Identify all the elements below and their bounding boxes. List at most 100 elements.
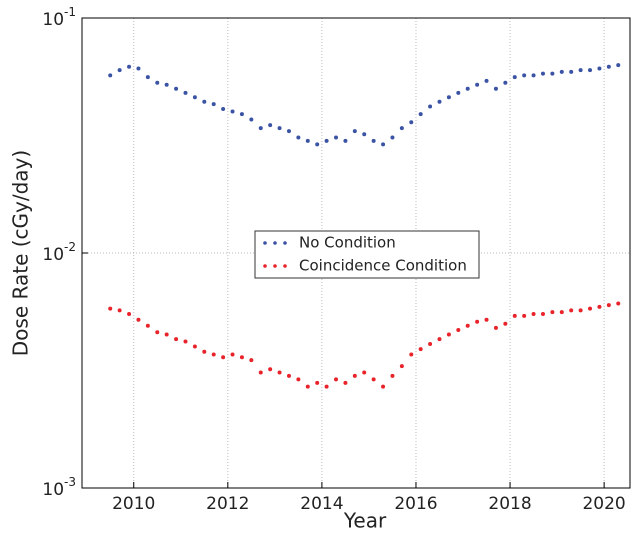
point: [540, 71, 545, 76]
point: [559, 310, 564, 315]
point: [597, 66, 602, 71]
point: [127, 312, 132, 317]
point: [183, 90, 188, 95]
point: [381, 142, 386, 147]
legend-marker: [263, 264, 267, 268]
legend-marker: [273, 241, 277, 245]
point: [522, 313, 527, 318]
point: [230, 109, 235, 114]
point: [512, 313, 517, 318]
point: [277, 126, 282, 131]
point: [315, 380, 320, 385]
point: [493, 325, 498, 330]
point: [334, 135, 339, 140]
x-tick-label: 2018: [488, 494, 531, 514]
point: [164, 332, 169, 337]
point: [446, 95, 451, 100]
point: [484, 317, 489, 322]
point: [136, 66, 141, 71]
point: [606, 64, 611, 69]
point: [117, 68, 122, 73]
y-tick-label: 10-3: [42, 475, 76, 501]
point: [230, 352, 235, 357]
legend-box: [254, 230, 480, 279]
point: [362, 132, 367, 137]
point: [399, 364, 404, 369]
point: [597, 304, 602, 309]
point: [399, 126, 404, 131]
legend-label: No Condition: [299, 234, 396, 252]
point: [503, 321, 508, 326]
point: [286, 129, 291, 134]
point: [540, 312, 545, 317]
y-tick-label: 10-2: [42, 240, 76, 266]
point: [296, 135, 301, 140]
point: [437, 337, 442, 342]
point: [202, 99, 207, 104]
point: [108, 73, 113, 78]
point: [484, 78, 489, 83]
legend-label: Coincidence Condition: [299, 257, 467, 275]
point: [249, 117, 254, 122]
point: [315, 142, 320, 147]
point: [305, 138, 310, 143]
point: [437, 99, 442, 104]
point: [145, 323, 150, 328]
point: [286, 373, 291, 378]
x-axis-label: Year: [343, 509, 387, 533]
point: [409, 352, 414, 357]
point: [127, 64, 132, 69]
point: [352, 129, 357, 134]
point: [531, 73, 536, 78]
point: [192, 344, 197, 349]
point: [202, 349, 207, 354]
point: [616, 301, 621, 306]
point: [616, 63, 621, 68]
legend-marker: [263, 241, 267, 245]
legend-marker: [283, 241, 287, 245]
point: [324, 138, 329, 143]
x-tick-label: 2014: [300, 494, 343, 514]
point: [174, 86, 179, 91]
y-axis-label: Dose Rate (cGy/day): [9, 150, 33, 356]
point: [512, 75, 517, 80]
point: [588, 68, 593, 73]
point: [343, 138, 348, 143]
plot-frame: [81, 17, 631, 489]
x-tick-label: 2020: [582, 494, 625, 514]
point: [352, 373, 357, 378]
x-tick-label: 2010: [112, 494, 155, 514]
point: [428, 341, 433, 346]
point: [258, 370, 263, 375]
point: [136, 317, 141, 322]
point: [324, 384, 329, 389]
point: [493, 86, 498, 91]
point: [381, 384, 386, 389]
point: [334, 377, 339, 382]
point: [371, 377, 376, 382]
point: [211, 102, 216, 107]
point: [174, 337, 179, 342]
point: [465, 86, 470, 91]
point: [522, 73, 527, 78]
point: [475, 82, 480, 87]
point: [221, 106, 226, 111]
point: [258, 126, 263, 131]
point: [277, 370, 282, 375]
legend-marker: [273, 264, 277, 268]
point: [239, 112, 244, 117]
point: [390, 373, 395, 378]
point: [503, 80, 508, 85]
point: [211, 352, 216, 357]
point: [569, 308, 574, 313]
point: [155, 80, 160, 85]
point: [475, 319, 480, 324]
point: [465, 323, 470, 328]
legend-marker: [283, 264, 287, 268]
point: [164, 82, 169, 87]
point: [559, 69, 564, 74]
x-tick-label: 2016: [394, 494, 437, 514]
y-tick-label: 10-1: [42, 5, 76, 31]
point: [578, 68, 583, 73]
